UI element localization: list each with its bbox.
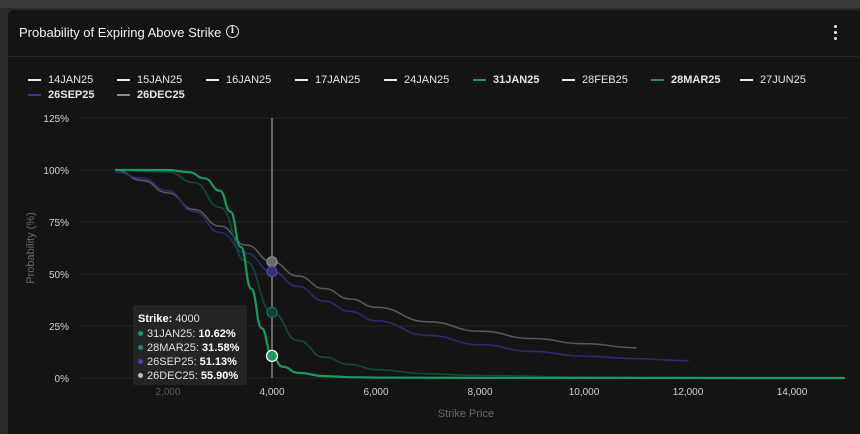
legend-label: 28FEB25 xyxy=(582,74,628,86)
legend-swatch xyxy=(651,79,664,81)
tooltip-series-row: 31JAN25: 10.62% xyxy=(138,328,236,341)
y-tick-label: 125% xyxy=(43,114,69,125)
y-axis-title: Probability (%) xyxy=(25,212,37,284)
legend-label: 24JAN25 xyxy=(404,74,450,86)
y-tick-label: 50% xyxy=(49,270,69,281)
panel-title: Probability of Expiring Above Strike xyxy=(19,25,222,40)
legend-swatch xyxy=(28,79,41,81)
x-tick-label: 12,000 xyxy=(673,387,704,398)
tooltip-series-name: 26SEP25: xyxy=(147,356,197,368)
more-menu-icon[interactable] xyxy=(832,24,840,42)
tooltip-series-name: 28MAR25: xyxy=(147,342,199,354)
legend-label: 26SEP25 xyxy=(48,89,95,101)
tooltip-series-row: 26DEC25: 55.90% xyxy=(138,370,238,383)
legend-label: 15JAN25 xyxy=(137,74,183,86)
legend-swatch xyxy=(117,79,130,81)
legend-swatch xyxy=(206,79,219,81)
x-tick-label: 10,000 xyxy=(569,387,600,398)
tooltip-series-value: 10.62% xyxy=(198,328,236,340)
tooltip-dot-icon xyxy=(138,359,143,364)
tooltip-series-row: 26SEP25: 51.13% xyxy=(138,356,237,369)
tooltip-series-value: 55.90% xyxy=(200,370,239,382)
chart-tooltip: Strike: 4000 31JAN25: 10.62% 28MAR25: 31.… xyxy=(133,305,247,385)
legend-swatch xyxy=(28,94,41,96)
legend-swatch xyxy=(384,79,397,81)
tooltip-strike-label: Strike: xyxy=(138,313,173,325)
series-line-31jan25 xyxy=(114,168,846,380)
legend-label: 28MAR25 xyxy=(671,74,721,86)
highlight-point-28mar25 xyxy=(266,306,278,318)
highlight-point-26sep25 xyxy=(266,265,278,278)
tooltip-dot-icon xyxy=(138,373,143,378)
x-axis-title: Strike Price xyxy=(438,408,494,420)
legend-swatch xyxy=(740,79,753,81)
legend-label: 17JAN25 xyxy=(315,74,361,86)
legend-swatch xyxy=(562,79,575,81)
y-tick-label: 75% xyxy=(49,218,69,229)
legend-swatch xyxy=(295,79,308,81)
tooltip-dot-icon xyxy=(138,331,143,336)
series-line-26sep25 xyxy=(115,171,689,362)
y-tick-label: 100% xyxy=(43,166,69,177)
legend-swatch xyxy=(473,79,486,81)
legend-label: 16JAN25 xyxy=(226,74,272,86)
x-tick-label: 6,000 xyxy=(363,387,388,398)
tooltip-series-value: 31.58% xyxy=(202,342,240,354)
legend-label: 27JUN25 xyxy=(760,74,806,86)
tooltip-series-name: 26DEC25: xyxy=(147,370,198,382)
tooltip-dot-icon xyxy=(138,345,143,350)
legend-label: 14JAN25 xyxy=(48,74,94,86)
tooltip-strike-value: 4000 xyxy=(175,313,200,325)
y-tick-label: 0% xyxy=(55,374,70,385)
x-tick-label: 8,000 xyxy=(467,387,492,398)
tooltip-series-value: 51.13% xyxy=(199,356,237,368)
highlight-point-26dec25 xyxy=(266,256,278,268)
tooltip-series-name: 31JAN25: xyxy=(147,328,196,340)
highlight-point-31jan25 xyxy=(265,349,279,363)
legend-label: 31JAN25 xyxy=(493,74,540,86)
tooltip-strike-row: Strike: 4000 xyxy=(138,313,200,326)
legend-label: 26DEC25 xyxy=(137,89,185,101)
x-tick-label: 4,000 xyxy=(259,387,284,398)
x-tick-label: 2,000 xyxy=(155,387,180,398)
x-tick-label: 14,000 xyxy=(777,387,808,398)
legend-swatch xyxy=(117,94,130,96)
panel-header: Probability of Expiring Above Strike i xyxy=(8,10,860,57)
window-left-edge xyxy=(0,8,6,434)
info-icon[interactable]: i xyxy=(226,25,239,38)
y-tick-label: 25% xyxy=(49,322,69,333)
window-top-bar xyxy=(0,0,860,8)
tooltip-series-row: 28MAR25: 31.58% xyxy=(138,342,239,355)
